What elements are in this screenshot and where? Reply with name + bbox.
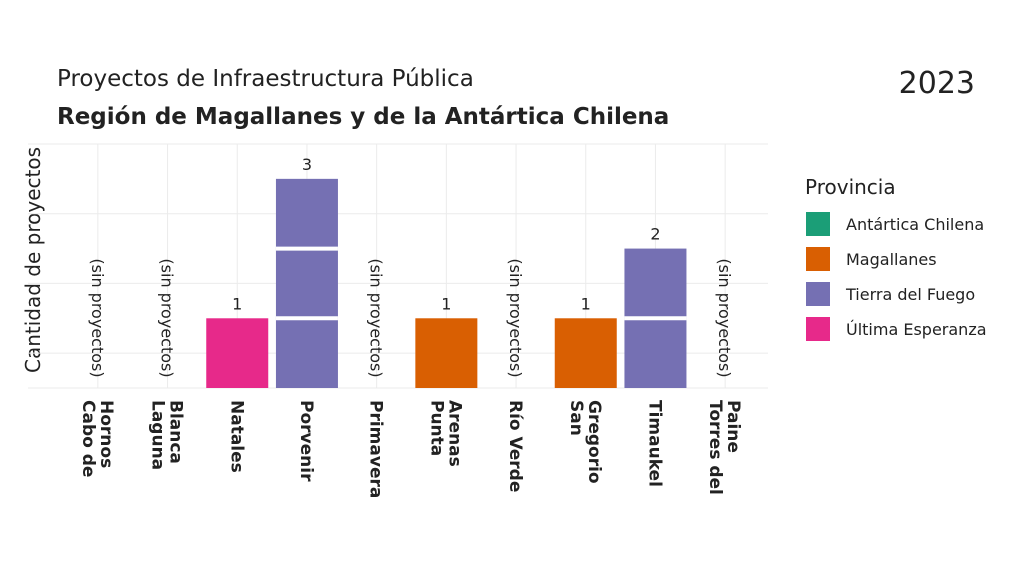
bar: [415, 318, 478, 388]
x-tick-label-line: Hornos: [96, 400, 116, 468]
x-tick-label: Cabo deHornos: [78, 400, 116, 477]
bar: [275, 178, 338, 388]
x-tick-label-line: Primavera: [366, 400, 386, 498]
value-label: 3: [302, 155, 312, 174]
legend-swatch: [806, 247, 830, 271]
value-label: 2: [650, 225, 660, 244]
legend-swatch: [806, 317, 830, 341]
value-label: 1: [581, 294, 591, 313]
x-tick-label: Porvenir: [296, 400, 316, 482]
x-tick-label-line: Natales: [226, 400, 246, 473]
bar: [554, 318, 617, 388]
x-tick-label-line: Laguna: [148, 400, 168, 470]
value-label: (sin proyectos): [715, 258, 734, 377]
legend-swatch: [806, 212, 830, 236]
x-tick-label: PuntaArenas: [426, 400, 464, 467]
value-label: (sin proyectos): [506, 258, 525, 377]
x-tick-label-line: Río Verde: [505, 400, 525, 492]
legend-label: Última Esperanza: [846, 320, 987, 339]
x-tick-label-line: Gregorio: [584, 400, 604, 484]
x-tick-label-line: Cabo de: [78, 400, 98, 477]
value-label: 1: [232, 294, 242, 313]
x-tick-label-line: Punta: [426, 400, 446, 456]
chart-subtitle: Región de Magallanes y de la Antártica C…: [57, 104, 669, 130]
value-label: (sin proyectos): [367, 258, 386, 377]
legend-label: Magallanes: [846, 250, 937, 269]
x-tick-label-line: Arenas: [444, 400, 464, 467]
x-tick-label-line: Blanca: [166, 400, 186, 464]
x-tick-label: Torres delPaine: [705, 400, 743, 495]
x-tick-label: Natales: [226, 400, 246, 473]
x-tick-label-line: Timaukel: [644, 400, 664, 487]
legend-label: Tierra del Fuego: [845, 285, 975, 304]
value-label: 1: [441, 294, 451, 313]
value-label: (sin proyectos): [158, 258, 177, 377]
year-annotation: 2023: [899, 66, 975, 101]
x-tick-label-line: Porvenir: [296, 400, 316, 482]
legend-title: Provincia: [805, 175, 896, 199]
x-tick-label: Timaukel: [644, 400, 664, 487]
x-tick-label-line: Paine: [723, 400, 743, 453]
x-tick-label: Primavera: [366, 400, 386, 498]
bar: [206, 318, 269, 388]
chart-title: Proyectos de Infraestructura Pública: [57, 66, 474, 92]
x-tick-label-line: San: [566, 400, 586, 436]
x-tick-label: LagunaBlanca: [148, 400, 186, 470]
x-tick-label-line: Torres del: [705, 400, 725, 495]
legend-label: Antártica Chilena: [846, 215, 984, 234]
y-axis-label: Cantidad de proyectos: [21, 147, 45, 373]
value-label: (sin proyectos): [88, 258, 107, 377]
x-tick-label: SanGregorio: [566, 400, 604, 484]
legend-swatch: [806, 282, 830, 306]
x-tick-label: Río Verde: [505, 400, 525, 492]
